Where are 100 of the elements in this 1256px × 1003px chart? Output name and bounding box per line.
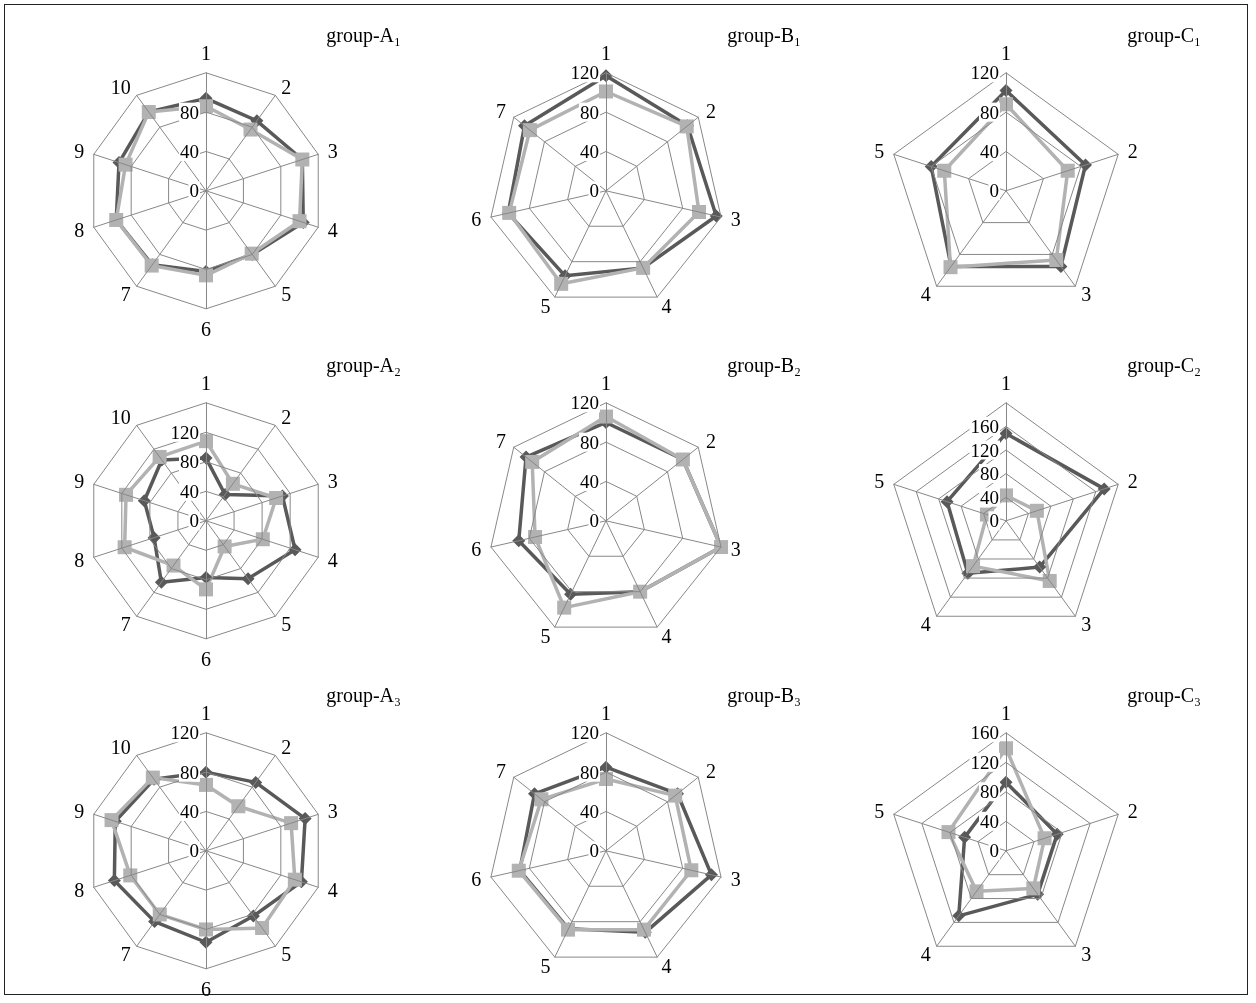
spoke-label: 5 xyxy=(540,625,551,648)
spoke-label: 5 xyxy=(874,470,885,493)
spoke-label: 3 xyxy=(327,800,338,823)
spoke-label: 7 xyxy=(120,943,131,966)
spoke-label: 1 xyxy=(601,41,611,64)
spoke-label: 1 xyxy=(1001,41,1011,64)
chart-title: group-C₁ xyxy=(1127,24,1202,47)
y-tick-label: 0 xyxy=(589,180,599,202)
spoke-label: 1 xyxy=(201,701,211,724)
y-tick-label: 80 xyxy=(180,761,199,783)
y-tick-label: 40 xyxy=(180,140,199,162)
y-tick-label: 0 xyxy=(189,180,199,202)
spoke-label: 9 xyxy=(74,140,85,163)
spoke-label: 6 xyxy=(471,538,482,561)
spoke-label: 3 xyxy=(1081,283,1092,306)
spoke-label: 5 xyxy=(540,295,551,318)
spoke-label: 5 xyxy=(281,943,292,966)
spoke-label: 10 xyxy=(110,76,131,99)
spoke-label: 1 xyxy=(201,371,211,394)
spoke-label: 2 xyxy=(281,736,292,759)
spoke-label: 3 xyxy=(327,470,338,493)
spoke-label: 3 xyxy=(1081,943,1092,966)
spoke-label: 2 xyxy=(1127,470,1138,493)
spoke-label: 7 xyxy=(495,759,506,782)
spoke-label: 5 xyxy=(281,613,292,636)
y-tick-label: 80 xyxy=(980,463,999,485)
y-tick-label: 80 xyxy=(580,101,599,123)
chart-title: group-B₃ xyxy=(727,684,802,707)
spoke-label: 9 xyxy=(74,470,85,493)
spoke-label: 7 xyxy=(495,429,506,452)
chart-title: group-B₂ xyxy=(727,354,802,377)
chart-title: group-C₃ xyxy=(1127,684,1202,707)
spoke-label: 8 xyxy=(74,879,85,902)
y-tick-label: 120 xyxy=(170,421,199,443)
chart-title: group-C₂ xyxy=(1127,354,1202,377)
y-tick-label: 80 xyxy=(180,451,199,473)
spoke-label: 6 xyxy=(201,317,211,340)
spoke-label: 1 xyxy=(601,701,611,724)
y-tick-label: 80 xyxy=(980,101,999,123)
spoke-label: 1 xyxy=(1001,701,1011,724)
spoke-label: 3 xyxy=(1081,613,1092,636)
y-tick-label: 40 xyxy=(180,800,199,822)
y-tick-label: 160 xyxy=(970,722,999,744)
y-tick-label: 120 xyxy=(570,722,599,744)
y-tick-label: 160 xyxy=(970,415,999,437)
y-tick-label: 0 xyxy=(989,510,999,532)
y-tick-label: 120 xyxy=(970,439,999,461)
y-tick-label: 80 xyxy=(580,761,599,783)
spoke-label: 6 xyxy=(471,868,482,891)
y-tick-label: 80 xyxy=(180,101,199,123)
y-tick-label: 120 xyxy=(570,392,599,414)
spoke-label: 4 xyxy=(920,613,931,636)
spoke-label: 9 xyxy=(74,800,85,823)
spoke-label: 6 xyxy=(201,647,211,670)
y-tick-label: 0 xyxy=(589,510,599,532)
y-tick-label: 40 xyxy=(980,486,999,508)
y-tick-label: 120 xyxy=(170,722,199,744)
y-tick-label: 40 xyxy=(980,140,999,162)
spoke-label: 2 xyxy=(1127,800,1138,823)
chart-title: group-A₁ xyxy=(326,24,402,47)
spoke-label: 7 xyxy=(120,613,131,636)
spoke-label: 4 xyxy=(661,295,672,318)
spoke-label: 1 xyxy=(201,41,211,64)
spoke-label: 3 xyxy=(730,538,741,561)
y-tick-label: 40 xyxy=(980,810,999,832)
y-tick-label: 0 xyxy=(989,840,999,862)
spoke-label: 2 xyxy=(1127,140,1138,163)
spoke-label: 8 xyxy=(74,549,85,572)
y-tick-label: 0 xyxy=(189,840,199,862)
y-tick-label: 40 xyxy=(580,800,599,822)
chart-title: group-B₁ xyxy=(727,24,802,47)
y-tick-label: 80 xyxy=(980,781,999,803)
y-tick-label: 0 xyxy=(989,180,999,202)
spoke-label: 1 xyxy=(1001,371,1011,394)
spoke-label: 8 xyxy=(74,219,85,242)
y-tick-label: 120 xyxy=(570,62,599,84)
spoke-label: 5 xyxy=(874,140,885,163)
spoke-label: 3 xyxy=(730,868,741,891)
chart-title: group-A₃ xyxy=(326,684,402,707)
y-tick-label: 80 xyxy=(580,431,599,453)
spoke-label: 3 xyxy=(730,208,741,231)
spoke-label: 4 xyxy=(327,219,338,242)
spoke-label: 2 xyxy=(281,76,292,99)
spoke-label: 10 xyxy=(110,736,131,759)
y-tick-label: 0 xyxy=(189,510,199,532)
spoke-label: 1 xyxy=(601,371,611,394)
spoke-label: 7 xyxy=(120,283,131,306)
spoke-label: 2 xyxy=(706,429,717,452)
spoke-label: 4 xyxy=(920,943,931,966)
spoke-label: 2 xyxy=(706,759,717,782)
spoke-label: 5 xyxy=(874,800,885,823)
spoke-label: 4 xyxy=(327,879,338,902)
spoke-label: 4 xyxy=(661,955,672,978)
y-tick-label: 120 xyxy=(970,62,999,84)
y-tick-label: 40 xyxy=(180,480,199,502)
chart-title: group-A₂ xyxy=(326,354,402,377)
spoke-label: 6 xyxy=(471,208,482,231)
spoke-label: 5 xyxy=(540,955,551,978)
spoke-label: 5 xyxy=(281,283,292,306)
spoke-label: 3 xyxy=(327,140,338,163)
